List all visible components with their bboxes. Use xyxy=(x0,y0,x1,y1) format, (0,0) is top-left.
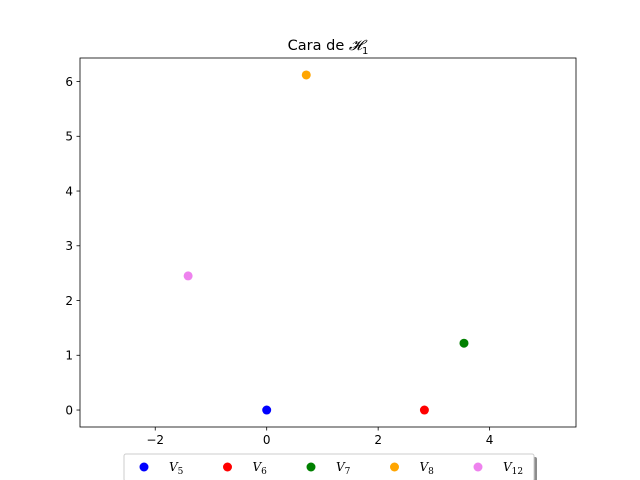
y-tick-label: 4 xyxy=(65,184,73,198)
legend: V5 V6 V7 V8 V12 xyxy=(123,453,537,480)
x-axis-ticks: −2 0 2 4 xyxy=(146,427,493,447)
y-axis-ticks: 0 1 2 3 4 5 6 xyxy=(65,75,80,417)
legend-box xyxy=(123,453,535,480)
legend-label-v7: V7 xyxy=(336,460,351,477)
y-tick-label: 1 xyxy=(65,349,73,363)
y-tick-label: 6 xyxy=(65,75,73,89)
plot-area-frame xyxy=(79,57,577,428)
legend-marker-v8 xyxy=(390,462,399,472)
x-tick-label: 2 xyxy=(374,433,382,447)
data-point-v12 xyxy=(183,271,193,281)
legend-label-v6: V6 xyxy=(253,460,268,477)
legend-label-v8: V8 xyxy=(420,460,435,477)
legend-marker-v12 xyxy=(473,462,483,472)
data-points xyxy=(183,70,469,415)
data-point-v7 xyxy=(459,338,469,348)
y-tick-label: 2 xyxy=(65,294,73,308)
y-tick-label: 0 xyxy=(65,403,73,417)
y-tick-label: 5 xyxy=(65,130,73,144)
x-tick-label: 4 xyxy=(486,433,494,447)
legend-marker-v6 xyxy=(223,462,232,472)
data-point-v6 xyxy=(419,405,429,415)
legend-marker-v7 xyxy=(306,462,316,472)
legend-marker-v5 xyxy=(139,462,149,472)
data-point-v5 xyxy=(262,405,272,415)
data-point-v8 xyxy=(301,70,311,80)
y-tick-label: 3 xyxy=(65,239,73,253)
legend-entries: V5 V6 V7 V8 V12 xyxy=(139,460,523,477)
x-tick-label: 0 xyxy=(263,433,271,447)
x-tick-label: −2 xyxy=(146,433,164,447)
legend-label-v5: V5 xyxy=(169,460,184,477)
chart-title: Cara de 𝓗1 xyxy=(288,38,369,57)
legend-label-v12: V12 xyxy=(503,460,523,477)
